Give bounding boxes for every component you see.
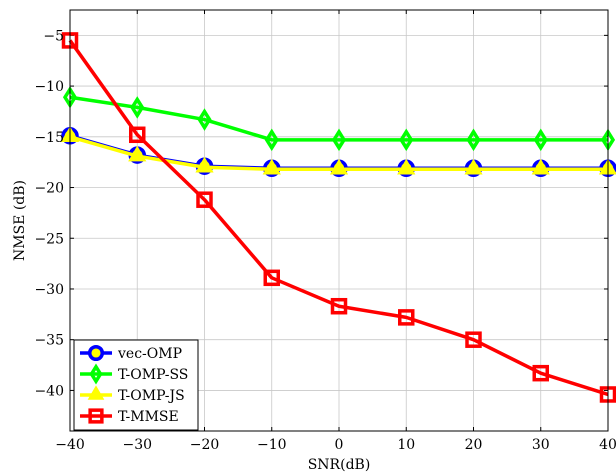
y-tick-label: −20 (34, 181, 64, 197)
marker-square (330, 297, 348, 315)
marker-diamond (399, 128, 414, 152)
series-line (68, 39, 609, 397)
x-axis-title: SNR(dB) (308, 457, 371, 473)
x-tick-label: 20 (465, 437, 483, 453)
legend-item: T-MMSE (80, 408, 179, 425)
marker-triangle (531, 158, 550, 175)
marker-circle (87, 344, 105, 362)
marker-square (129, 126, 146, 144)
marker-square (465, 331, 482, 348)
legend-label: T-OMP-SS (118, 367, 188, 383)
marker-square (532, 364, 549, 382)
marker-triangle (464, 158, 483, 175)
marker-triangle (329, 158, 349, 175)
series-t-omp-ss (62, 85, 616, 152)
legend-label: vec-OMP (117, 346, 182, 362)
grid-lines (69, 10, 609, 431)
marker-square (196, 191, 213, 208)
x-tick-label: 40 (599, 437, 616, 453)
y-tick-label: −15 (34, 130, 64, 146)
x-tick-label: −20 (190, 437, 220, 453)
y-axis-title: NMSE (dB) (12, 180, 28, 261)
x-tick-label: 10 (397, 437, 415, 453)
y-tick-label: −5 (43, 28, 64, 44)
series-t-omp-js (60, 126, 616, 175)
x-tick-labels: −40 −30 −20 −10 0 10 20 30 40 (55, 437, 616, 453)
y-tick-labels: −5 −10 −15 −20 −25 −30 −35 −40 (34, 28, 64, 399)
y-tick-label: −25 (34, 231, 64, 247)
y-tick-label: −40 (34, 383, 64, 399)
marker-triangle (397, 158, 416, 175)
y-tick-label: −35 (34, 333, 64, 349)
marker-diamond (466, 128, 481, 152)
series-line (69, 95, 608, 142)
marker-triangle (195, 156, 214, 173)
y-tick-label: −30 (34, 282, 64, 298)
series-group (60, 32, 616, 403)
y-tick-label: −10 (34, 79, 64, 95)
plot-frame (69, 9, 609, 432)
x-tick-label: −30 (122, 437, 152, 453)
marker-square (263, 269, 280, 287)
marker-triangle (128, 145, 147, 162)
legend-item: T-OMP-SS (80, 363, 188, 385)
marker-diamond (533, 128, 548, 152)
legend-label: T-MMSE (118, 409, 179, 425)
marker-diamond (264, 128, 279, 152)
x-tick-label: −10 (257, 437, 287, 453)
x-tick-label: −40 (55, 437, 85, 453)
marker-triangle (262, 158, 281, 175)
marker-square (398, 309, 415, 326)
series-t-mmse (61, 32, 616, 403)
marker-diamond (89, 363, 103, 385)
marker-diamond (197, 108, 212, 131)
x-tick-label: 30 (532, 437, 550, 453)
legend-item: vec-OMP (80, 344, 182, 362)
marker-diamond (130, 96, 145, 119)
x-tick-label: 0 (335, 437, 344, 453)
legend-label: T-OMP-JS (118, 388, 185, 404)
legend: vec-OMP T-OMP-SS T-OMP-JS T-MMSE (73, 339, 199, 431)
marker-triangle (87, 385, 105, 400)
legend-item: T-OMP-JS (80, 385, 185, 404)
marker-diamond (331, 128, 347, 152)
marker-square (88, 408, 104, 424)
